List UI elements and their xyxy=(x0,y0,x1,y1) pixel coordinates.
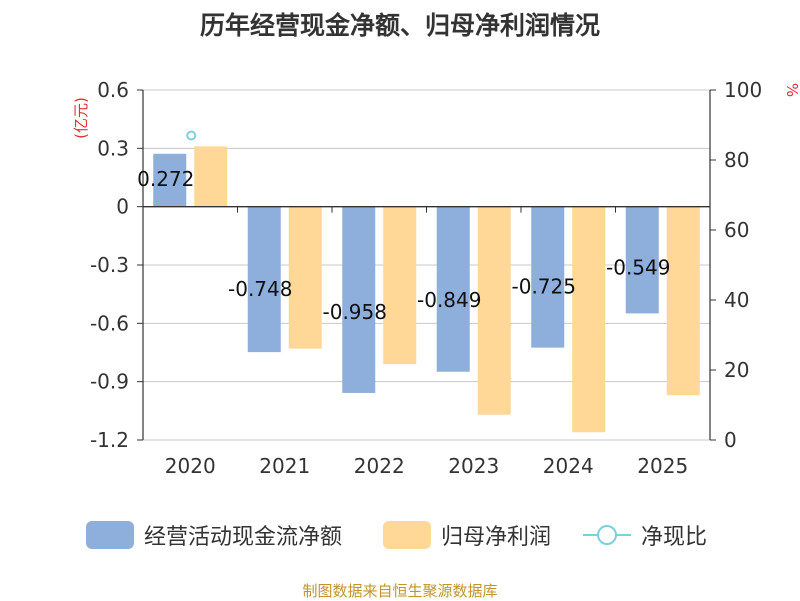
right-axis-unit: % xyxy=(783,83,800,97)
left-axis-tick-label: -0.9 xyxy=(90,370,129,394)
x-axis-tick-label: 2024 xyxy=(543,454,594,478)
bar-cashflow xyxy=(153,153,187,207)
data-source-note: 制图数据来自恒生聚源数据库 xyxy=(302,582,498,600)
data-labels: 0.272 -0.748 -0.958 -0.849 -0.725 -0.549 xyxy=(137,167,670,324)
data-label-cashflow: -0.748 xyxy=(228,277,292,301)
marker-cash-ratio xyxy=(186,130,197,141)
left-axis-tick-label: 0 xyxy=(116,195,129,219)
axes xyxy=(137,89,716,441)
data-label-cashflow: -0.725 xyxy=(512,275,576,299)
bar-cashflow xyxy=(342,206,376,393)
bar-net-profit xyxy=(666,206,700,396)
left-axis-tick-label: 0.3 xyxy=(97,136,129,160)
x-axis-tick-label: 2021 xyxy=(259,454,310,478)
left-axis-tick-label: -1.2 xyxy=(90,428,129,452)
bar-cashflow xyxy=(247,206,281,353)
legend-item-cash-ratio[interactable]: 净现比 xyxy=(583,518,707,552)
right-axis-tick-label: 20 xyxy=(724,358,749,382)
bar-net-profit xyxy=(288,206,322,349)
x-axis-tick-label: 2020 xyxy=(165,454,216,478)
left-axis-tick-label: -0.6 xyxy=(90,311,129,335)
right-axis-tick-label: 60 xyxy=(724,218,749,242)
bar-cashflow xyxy=(531,206,565,348)
legend-swatch-net-profit xyxy=(383,521,431,549)
bar-net-profit xyxy=(572,206,606,433)
right-axis-tick-label: 100 xyxy=(724,78,762,102)
tick-labels: 0.6 0.3 0 -0.3 -0.6 -0.9 -1.2 100 80 60 40 20 0 2020 2… xyxy=(90,78,762,478)
legend-label-net-profit: 归母净利润 xyxy=(441,525,552,550)
right-axis-tick-label: 80 xyxy=(724,148,749,172)
legend-swatch-cash-ratio xyxy=(583,521,631,549)
legend-label-cashflow: 经营活动现金流净额 xyxy=(144,525,343,550)
left-axis-tick-label: -0.3 xyxy=(90,253,129,277)
bar-cashflow xyxy=(436,206,470,372)
legend-item-net-profit[interactable]: 归母净利润 xyxy=(383,518,551,552)
data-label-cashflow: -0.958 xyxy=(323,300,387,324)
x-axis-tick-label: 2025 xyxy=(637,454,688,478)
bar-net-profit xyxy=(477,206,511,415)
bar-net-profit xyxy=(194,146,228,207)
data-label-cashflow: -0.549 xyxy=(606,255,670,279)
bars xyxy=(153,146,700,433)
left-axis-unit: (亿元) xyxy=(72,97,90,139)
x-axis-tick-label: 2023 xyxy=(448,454,499,478)
right-axis-tick-label: 0 xyxy=(724,428,737,452)
markers xyxy=(186,130,197,141)
data-label-cashflow: -0.849 xyxy=(417,288,481,312)
x-axis-tick-label: 2022 xyxy=(354,454,405,478)
right-axis-tick-label: 40 xyxy=(724,288,749,312)
legend-label-cash-ratio: 净现比 xyxy=(641,525,708,550)
legend-item-cashflow[interactable]: 经营活动现金流净额 xyxy=(86,518,342,552)
left-axis-tick-label: 0.6 xyxy=(97,78,129,102)
chart-title: 历年经营现金净额、归母净利润情况 xyxy=(199,11,600,40)
bar-net-profit xyxy=(383,206,417,365)
data-label-cashflow: 0.272 xyxy=(137,167,194,191)
bar-cashflow xyxy=(625,206,659,314)
legend-swatch-cashflow xyxy=(86,521,134,549)
